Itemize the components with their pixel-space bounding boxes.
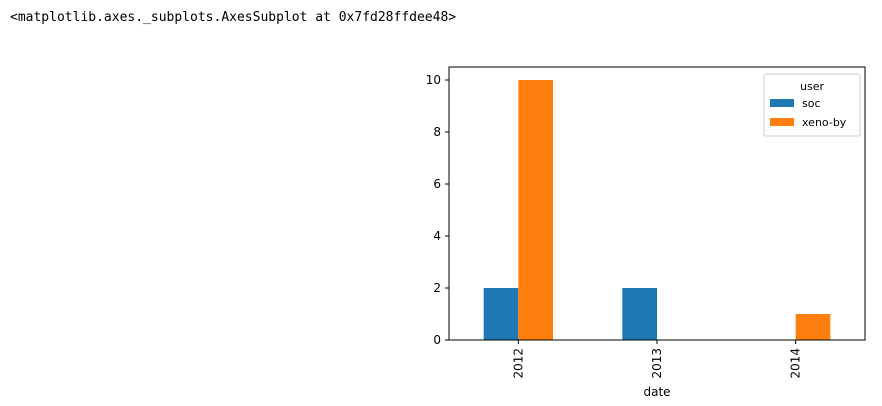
bar-soc-2013 [622,288,657,340]
y-tick-label: 6 [433,177,441,191]
y-tick-label: 2 [433,281,441,295]
cell-output-text: <matplotlib.axes._subplots.AxesSubplot a… [10,10,457,25]
legend-swatch-soc [770,99,794,107]
legend-label-soc: soc [802,97,821,110]
legend: user soc xeno-by [763,73,861,137]
x-tick-label: 2013 [650,348,664,379]
legend-title: user [800,80,824,93]
x-axis-label: date [643,385,670,399]
bars-group [483,80,831,340]
bar-xeno-by-2012 [518,80,553,340]
x-axis: 2012 2013 2014 [511,340,803,379]
x-tick-label: 2012 [511,348,525,379]
x-tick-label: 2014 [789,348,803,379]
bar-xeno-by-2014 [795,314,831,340]
y-tick-label: 8 [433,125,441,139]
legend-label-xeno-by: xeno-by [802,116,847,129]
plot-frame [448,66,866,341]
y-tick-label: 0 [433,333,441,347]
y-tick-label: 10 [426,73,441,87]
bar-soc-2012 [483,288,519,340]
y-axis: 0 2 4 6 8 10 [426,73,449,347]
y-tick-label: 4 [433,229,441,243]
legend-swatch-xeno-by [770,118,794,126]
